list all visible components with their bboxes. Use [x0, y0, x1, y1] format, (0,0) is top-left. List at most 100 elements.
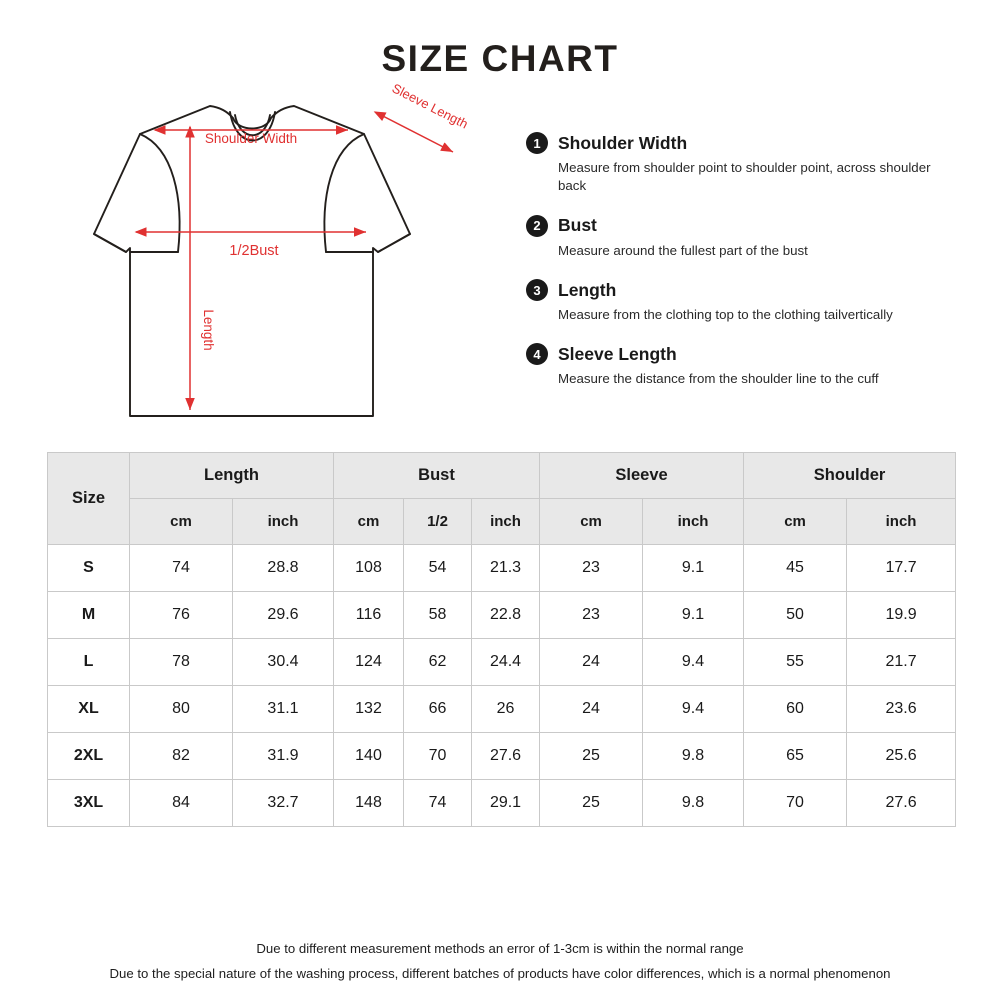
cell-sleeve-cm: 25 — [539, 732, 644, 780]
table-row: XL 80 31.1 132 66 26 24 9.4 60 23.6 — [47, 685, 957, 733]
cell-bust-cm: 124 — [333, 638, 404, 686]
cell-bust-half: 54 — [403, 544, 472, 592]
subheader-bust-cm: cm — [333, 498, 404, 545]
cell-shoulder-inch: 21.7 — [846, 638, 957, 686]
cell-shoulder-cm: 45 — [743, 544, 848, 592]
cell-bust-half: 66 — [403, 685, 472, 733]
cell-sleeve-cm: 23 — [539, 591, 644, 639]
cell-sleeve-inch: 9.4 — [642, 638, 745, 686]
size-table: Size Length Bust Sleeve Shoulder cm inch… — [47, 452, 957, 827]
page-title: SIZE CHART — [381, 38, 619, 79]
cell-shoulder-cm: 65 — [743, 732, 848, 780]
legend-title-shoulder-width: Shoulder Width — [558, 132, 688, 153]
number-badge-2: 2 — [526, 214, 548, 237]
legend-desc-bust: Measure around the fullest part of the b… — [558, 242, 808, 258]
table-row: 3XL 84 32.7 148 74 29.1 25 9.8 70 27.6 — [47, 779, 957, 827]
cell-length-inch: 31.9 — [232, 732, 334, 780]
legend-title-sleeve-length: Sleeve Length — [558, 343, 677, 364]
shoulder-width-label: Shoulder Width — [205, 131, 297, 146]
header-size: Size — [47, 452, 130, 545]
header-group-bust: Bust — [332, 452, 541, 499]
cell-sleeve-cm: 24 — [539, 685, 644, 733]
cell-shoulder-cm: 50 — [743, 591, 848, 639]
cell-shoulder-cm: 60 — [743, 685, 848, 733]
cell-size: 3XL — [47, 779, 130, 827]
cell-shoulder-inch: 19.9 — [846, 591, 957, 639]
cell-bust-half: 62 — [403, 638, 472, 686]
legend-desc-shoulder-width: Measure from shoulder point to shoulder … — [558, 160, 931, 194]
number-badge-3: 3 — [526, 279, 548, 302]
header-group-sleeve: Sleeve — [539, 452, 745, 499]
number-badge-4: 4 — [526, 343, 548, 366]
cell-bust-cm: 108 — [333, 544, 404, 592]
legend-item-length: 3 Length Measure from the clothing top t… — [526, 279, 956, 324]
cell-length-cm: 78 — [129, 638, 233, 686]
cell-length-cm: 80 — [129, 685, 233, 733]
cell-shoulder-cm: 55 — [743, 638, 848, 686]
cell-shoulder-inch: 27.6 — [846, 779, 957, 827]
half-bust-label: 1/2Bust — [229, 243, 278, 259]
table-row: L 78 30.4 124 62 24.4 24 9.4 55 21.7 — [47, 638, 957, 686]
cell-length-inch: 32.7 — [232, 779, 334, 827]
subheader-bust-inch: inch — [470, 498, 541, 545]
header-group-shoulder: Shoulder — [743, 452, 957, 499]
cell-sleeve-inch: 9.4 — [642, 685, 745, 733]
subheader-shoulder-inch: inch — [846, 498, 957, 545]
legend-desc-length: Measure from the clothing top to the clo… — [558, 307, 893, 323]
subheader-length-inch: inch — [232, 498, 334, 545]
measurement-legend: 1 Shoulder Width Measure from shoulder p… — [526, 132, 956, 408]
table-body: S 74 28.8 108 54 21.3 23 9.1 45 17.7 M 7… — [47, 544, 957, 827]
cell-size: L — [47, 638, 130, 686]
legend-desc-sleeve-length: Measure the distance from the shoulder l… — [558, 371, 879, 387]
cell-length-inch: 30.4 — [232, 638, 334, 686]
cell-bust-inch: 21.3 — [470, 544, 541, 592]
shirt-outline — [93, 105, 411, 417]
cell-bust-cm: 116 — [333, 591, 404, 639]
length-label: Length — [201, 309, 216, 350]
table-row: 2XL 82 31.9 140 70 27.6 25 9.8 65 25.6 — [47, 732, 957, 780]
cell-shoulder-cm: 70 — [743, 779, 848, 827]
cell-length-cm: 84 — [129, 779, 233, 827]
cell-length-inch: 31.1 — [232, 685, 334, 733]
cell-sleeve-inch: 9.8 — [642, 779, 745, 827]
cell-size: S — [47, 544, 130, 592]
cell-bust-cm: 132 — [333, 685, 404, 733]
size-table-container: Size Length Bust Sleeve Shoulder cm inch… — [47, 452, 957, 827]
cell-bust-inch: 22.8 — [470, 591, 541, 639]
table-row: S 74 28.8 108 54 21.3 23 9.1 45 17.7 — [47, 544, 957, 592]
cell-bust-cm: 140 — [333, 732, 404, 780]
cell-length-inch: 29.6 — [232, 591, 334, 639]
legend-title-length: Length — [558, 279, 617, 300]
cell-shoulder-inch: 23.6 — [846, 685, 957, 733]
sleeve-length-arrow — [373, 111, 454, 153]
subheader-length-cm: cm — [129, 498, 233, 545]
header-row-groups: Size Length Bust Sleeve Shoulder — [47, 452, 957, 545]
header-group-length: Length — [129, 452, 334, 499]
cell-bust-half: 74 — [403, 779, 472, 827]
cell-sleeve-inch: 9.8 — [642, 732, 745, 780]
cell-length-cm: 82 — [129, 732, 233, 780]
table-row: M 76 29.6 116 58 22.8 23 9.1 50 19.9 — [47, 591, 957, 639]
cell-length-inch: 28.8 — [232, 544, 334, 592]
cell-sleeve-cm: 24 — [539, 638, 644, 686]
t-shirt-measurement-diagram: Shoulder Width 1/2Bust Length Sleeve Len… — [78, 80, 498, 440]
cell-sleeve-inch: 9.1 — [642, 591, 745, 639]
cell-bust-inch: 24.4 — [470, 638, 541, 686]
cell-sleeve-cm: 25 — [539, 779, 644, 827]
cell-bust-inch: 27.6 — [470, 732, 541, 780]
cell-sleeve-cm: 23 — [539, 544, 644, 592]
sleeve-length-label: Sleeve Length — [390, 80, 471, 131]
cell-bust-half: 70 — [403, 732, 472, 780]
cell-bust-inch: 29.1 — [470, 779, 541, 827]
legend-item-shoulder-width: 1 Shoulder Width Measure from shoulder p… — [526, 132, 956, 196]
cell-size: M — [47, 591, 130, 639]
legend-item-bust: 2 Bust Measure around the fullest part o… — [526, 214, 956, 260]
cell-bust-cm: 148 — [333, 779, 404, 827]
footer-notes: Due to different measurement methods an … — [0, 936, 1000, 986]
cell-shoulder-inch: 25.6 — [846, 732, 957, 780]
cell-bust-inch: 26 — [470, 685, 541, 733]
footer-note-color: Due to the special nature of the washing… — [109, 966, 891, 982]
header-row-units: cm inch cm 1/2 inch cm inch cm inch — [48, 498, 957, 545]
cell-length-cm: 76 — [129, 591, 233, 639]
